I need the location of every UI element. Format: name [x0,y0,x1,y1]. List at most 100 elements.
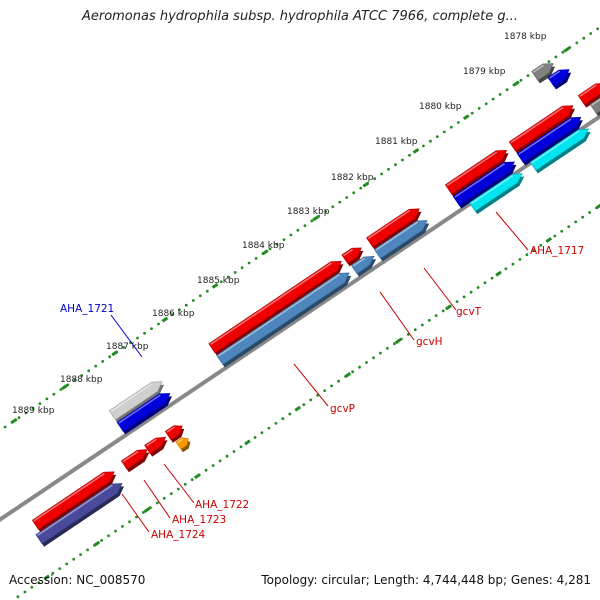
gene-feature [31,471,115,530]
outer-tick-dot [108,355,112,359]
inner-tick-dot [386,347,389,350]
gene-feature-highlight [446,151,498,187]
outer-tick-dot [435,135,439,139]
gene-feature [469,173,523,212]
gene-label[interactable]: gcvH [416,336,443,348]
inner-tick-dot-major [545,237,553,243]
outer-tick-dot-major [563,46,570,53]
outer-tick-dot [442,130,446,134]
gene-leader-line [423,267,457,311]
gene-feature-highlight [531,130,580,164]
outer-tick-dot [198,294,202,298]
inner-tick-dot [302,403,306,406]
inner-tick-dot [135,515,138,519]
outer-tick-dot-major [462,114,470,121]
outer-tick-dot [143,331,146,335]
outer-tick-dot [45,397,49,401]
inner-tick-dot-major [495,270,502,277]
outer-tick-dot [157,322,160,326]
tick-label: 1878 kbp [504,32,547,42]
outer-tick-dot [345,196,349,199]
inner-tick-dot [427,318,431,322]
outer-tick-dot [122,346,125,349]
gene-label[interactable]: gcvP [330,403,355,415]
inner-tick-dot [532,248,536,252]
gene-feature-highlight [549,70,561,79]
outer-tick-dot [408,153,411,157]
gene-label[interactable]: AHA_1724 [151,529,206,541]
inner-tick-dot [23,590,27,594]
inner-tick-dot [149,506,152,510]
outer-tick-dot [191,299,195,302]
gene-feature-highlight [518,118,572,155]
inner-tick-dot-major [344,372,352,378]
outer-tick-dot [429,139,432,143]
gene-feature [529,128,590,171]
tick-label: 1885 kbp [197,276,240,286]
gene-feature [120,449,148,470]
gene-label[interactable]: AHA_1717 [530,245,584,257]
outer-tick-dot [422,144,425,148]
gene-feature-highlight [510,106,564,144]
gene-feature [116,393,171,432]
tick-label: 1889 kbp [12,406,55,416]
outer-tick-dot [171,313,174,316]
outer-tick-dot [205,289,209,293]
gene-label[interactable]: AHA_1722 [195,499,249,511]
gene-feature-highlight [217,273,340,357]
outer-tick-dot-major [111,350,119,357]
outer-tick-dot-major [10,417,18,424]
inner-tick-dot-major [294,405,302,412]
gene-label[interactable]: AHA_1721 [60,303,114,315]
outer-tick-dot [240,266,244,270]
inner-tick-dot-major [244,439,251,446]
inner-tick-dot [330,384,333,388]
gene-leader-line [495,211,529,251]
tick-label: 1887 kbp [106,342,149,352]
inner-tick-dot [525,253,529,257]
gene-label[interactable]: AHA_1723 [172,514,226,526]
outer-tick-dot [477,107,481,110]
inner-tick-dot [372,356,375,360]
outer-tick-dot [268,247,272,251]
outer-tick-dot [310,219,314,223]
tick-label: 1884 kbp [242,241,285,251]
inner-tick-dot-major [43,574,50,581]
inner-tick-dot [176,487,180,491]
inner-tick-dot [574,220,578,224]
outer-tick-dot [352,191,356,195]
inner-tick-dot [58,567,62,570]
outer-tick-dot [338,200,342,204]
inner-tick-dot [567,225,571,229]
gene-feature [341,247,362,264]
inner-tick-dot [225,454,229,458]
inner-tick-dot [51,571,55,575]
gene-feature-highlight [375,221,418,251]
inner-tick-dot [260,431,264,435]
inner-tick-dot [100,539,103,542]
outer-tick-dot [178,308,181,312]
outer-tick-dot [498,93,502,96]
outer-tick-dot [17,416,21,420]
outer-tick-dot-major [211,282,219,289]
inner-tick-dot [413,328,417,332]
inner-tick-dot [190,478,194,481]
inner-tick-dot-major [93,540,101,547]
inner-tick-dot [365,361,368,364]
gene-feature [164,425,183,441]
inner-tick-dot [232,450,236,453]
gene-feature [108,381,163,421]
outer-tick-dot [184,303,188,307]
outer-tick-dot [359,186,363,190]
genome-summary-text: Topology: circular; Length: 4,744,448 bp… [261,573,591,587]
gene-feature-highlight [533,64,545,73]
gene-label[interactable]: gcvT [456,306,482,318]
outer-tick-dot [31,406,35,410]
inner-tick-dot [16,595,20,599]
accession-text: Accession: NC_008570 [9,573,146,587]
gene-feature [144,436,167,455]
outer-tick-dot [219,280,223,284]
inner-tick-dot [121,525,124,528]
outer-tick-dot [470,111,474,115]
